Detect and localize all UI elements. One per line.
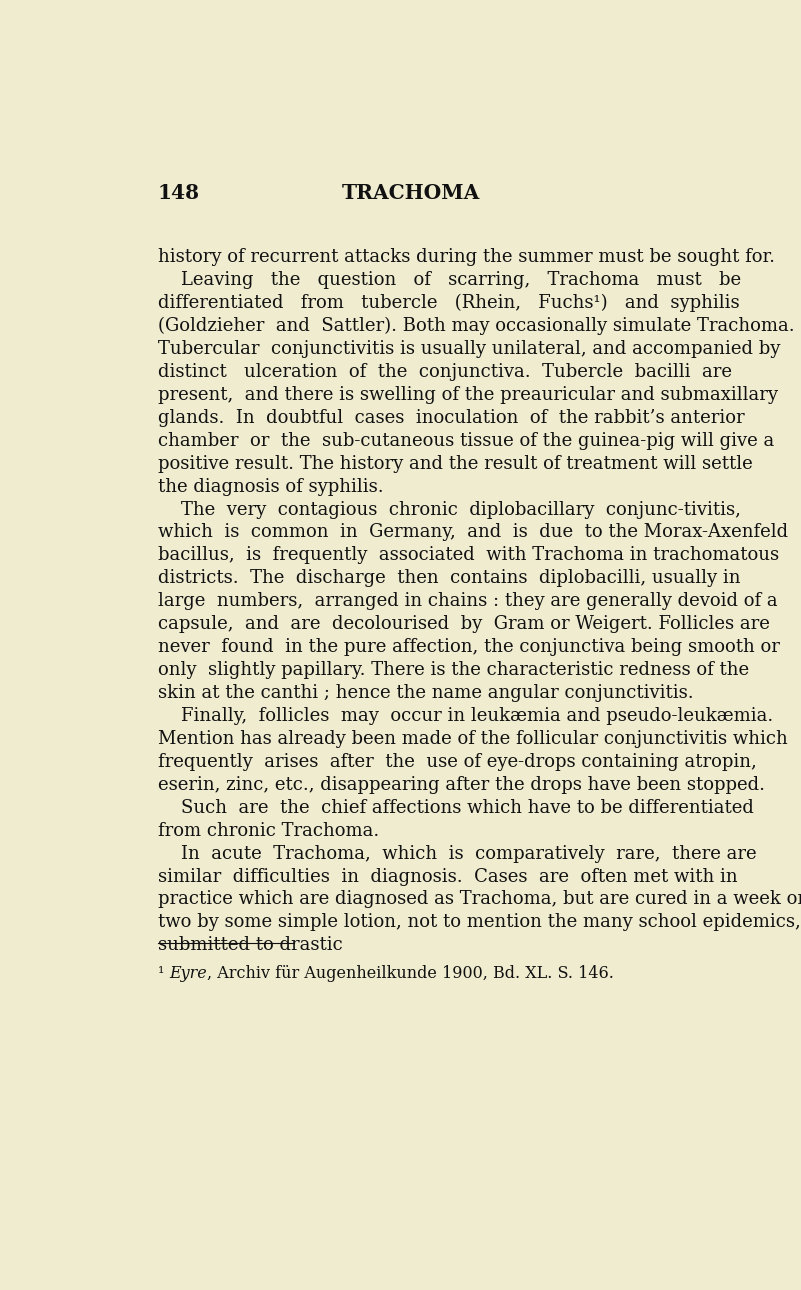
Text: only  slightly papillary. There is the characteristic redness of the: only slightly papillary. There is the ch… <box>158 660 749 679</box>
Text: The  very  contagious  chronic  diplobacillary  conjunc-tivitis,: The very contagious chronic diplobacilla… <box>158 501 741 519</box>
Text: ¹: ¹ <box>158 965 169 982</box>
Text: the diagnosis of syphilis.: the diagnosis of syphilis. <box>158 477 384 495</box>
Text: from chronic Trachoma.: from chronic Trachoma. <box>158 822 379 840</box>
Text: eserin, zinc, etc., disappearing after the drops have been stopped.: eserin, zinc, etc., disappearing after t… <box>158 775 765 793</box>
Text: Such  are  the  chief affections which have to be differentiated: Such are the chief affections which have… <box>158 799 754 817</box>
Text: chamber  or  the  sub-cutaneous tissue of the guinea-pig will give a: chamber or the sub-cutaneous tissue of t… <box>158 432 774 450</box>
Text: large  numbers,  arranged in chains : they are generally devoid of a: large numbers, arranged in chains : they… <box>158 592 778 610</box>
Text: TRACHOMA: TRACHOMA <box>341 183 480 203</box>
Text: distinct   ulceration  of  the  conjunctiva.  Tubercle  bacilli  are: distinct ulceration of the conjunctiva. … <box>158 362 732 381</box>
Text: 148: 148 <box>158 183 200 203</box>
Text: Eyre: Eyre <box>169 965 207 982</box>
Text: two by some simple lotion, not to mention the many school epidemics,: two by some simple lotion, not to mentio… <box>158 913 801 931</box>
Text: frequently  arises  after  the  use of eye-drops containing atropin,: frequently arises after the use of eye-d… <box>158 753 757 771</box>
Text: bacillus,  is  frequently  associated  with Trachoma in trachomatous: bacillus, is frequently associated with … <box>158 547 779 565</box>
Text: districts.  The  discharge  then  contains  diplobacilli, usually in: districts. The discharge then contains d… <box>158 569 740 587</box>
Text: capsule,  and  are  decolourised  by  Gram or Weigert. Follicles are: capsule, and are decolourised by Gram or… <box>158 615 770 633</box>
Text: practice which are diagnosed as Trachoma, but are cured in a week or: practice which are diagnosed as Trachoma… <box>158 890 801 908</box>
Text: In  acute  Trachoma,  which  is  comparatively  rare,  there are: In acute Trachoma, which is comparativel… <box>158 845 756 863</box>
Text: Leaving   the   question   of   scarring,   Trachoma   must   be: Leaving the question of scarring, Tracho… <box>158 271 741 289</box>
Text: never  found  in the pure affection, the conjunctiva being smooth or: never found in the pure affection, the c… <box>158 639 779 657</box>
Text: present,  and there is swelling of the preauricular and submaxillary: present, and there is swelling of the pr… <box>158 386 778 404</box>
Text: similar  difficulties  in  diagnosis.  Cases  are  often met with in: similar difficulties in diagnosis. Cases… <box>158 868 738 885</box>
Text: differentiated   from   tubercle   (Rhein,   Fuchs¹)   and  syphilis: differentiated from tubercle (Rhein, Fuc… <box>158 294 739 312</box>
Text: submitted to drastic: submitted to drastic <box>158 937 343 955</box>
Text: which  is  common  in  Germany,  and  is  due  to the Morax-Axenfeld: which is common in Germany, and is due t… <box>158 524 788 542</box>
Text: positive result. The history and the result of treatment will settle: positive result. The history and the res… <box>158 454 753 472</box>
Text: Tubercular  conjunctivitis is usually unilateral, and accompanied by: Tubercular conjunctivitis is usually uni… <box>158 341 780 357</box>
Text: (Goldzieher  and  Sattler). Both may occasionally simulate Trachoma.: (Goldzieher and Sattler). Both may occas… <box>158 317 795 335</box>
Text: Finally,  follicles  may  occur in leukæmia and pseudo-leukæmia.: Finally, follicles may occur in leukæmia… <box>158 707 773 725</box>
Text: Mention has already been made of the follicular conjunctivitis which: Mention has already been made of the fol… <box>158 730 787 748</box>
Text: glands.  In  doubtful  cases  inoculation  of  the rabbit’s anterior: glands. In doubtful cases inoculation of… <box>158 409 744 427</box>
Text: history of recurrent attacks during the summer must be sought for.: history of recurrent attacks during the … <box>158 248 775 266</box>
Text: skin at the canthi ; hence the name angular conjunctivitis.: skin at the canthi ; hence the name angu… <box>158 684 694 702</box>
Text: , Archiv für Augenheilkunde 1900, Bd. XL. S. 146.: , Archiv für Augenheilkunde 1900, Bd. XL… <box>207 965 614 982</box>
